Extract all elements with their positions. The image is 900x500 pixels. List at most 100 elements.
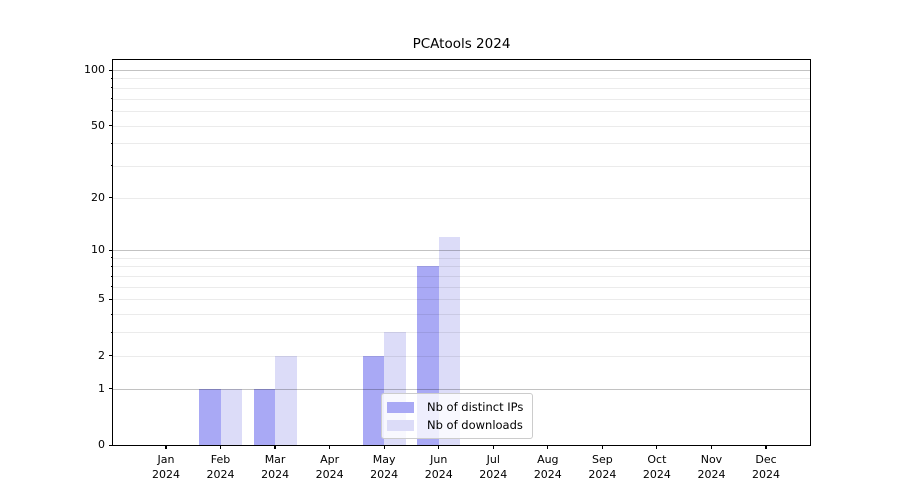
gridline-2	[113, 355, 810, 357]
x-tick-mark-sep	[601, 445, 603, 449]
gridline-20	[113, 197, 810, 199]
y-tick-mark-100	[109, 69, 113, 71]
legend-item-downloads: Nb of downloads	[387, 416, 523, 434]
gridline-70	[113, 98, 810, 100]
x-tick-label-dec: Dec 2024	[735, 452, 797, 482]
bar-downloads-jun	[438, 236, 461, 445]
x-tick-label-may: May 2024	[353, 452, 415, 482]
y-minor-tick-mark-30	[110, 165, 113, 167]
chart-title: PCAtools 2024	[412, 36, 511, 52]
y-tick-mark-5	[109, 298, 113, 301]
x-tick-label-jun: Jun 2024	[408, 452, 470, 482]
bar-distinct-ips-may	[362, 355, 385, 445]
y-tick-mark-10	[109, 249, 113, 251]
x-tick-label-jan: Jan 2024	[135, 452, 197, 482]
legend-swatch-downloads	[387, 419, 414, 431]
gridline-4	[113, 314, 810, 316]
gridline-7	[113, 276, 810, 278]
y-tick-mark-2	[109, 355, 113, 357]
gridline-1	[113, 388, 810, 390]
x-tick-mark-may	[383, 445, 385, 449]
gridline-40	[113, 143, 810, 145]
x-tick-month: Oct	[647, 453, 667, 466]
y-tick-label-1: 1	[98, 381, 105, 395]
y-tick-mark-1	[109, 388, 113, 390]
legend-label-downloads: Nb of downloads	[427, 418, 523, 432]
bar-downloads-feb	[220, 388, 243, 445]
x-tick-mark-nov	[710, 445, 713, 449]
x-tick-label-oct: Oct 2024	[626, 452, 688, 482]
x-tick-mark-aug	[547, 445, 549, 449]
x-tick-month: Mar	[264, 453, 286, 466]
x-tick-mark-oct	[656, 445, 658, 449]
x-tick-month: Nov	[700, 453, 723, 466]
gridline-10	[113, 250, 810, 252]
plot-area: Nb of distinct IPs Nb of downloads	[112, 59, 811, 446]
y-minor-tick-mark-80	[110, 87, 113, 89]
legend-item-distinct-ips: Nb of distinct IPs	[387, 398, 523, 416]
x-tick-mark-mar	[274, 445, 276, 449]
gridline-8	[113, 266, 810, 268]
x-tick-month: Apr	[320, 453, 340, 466]
x-tick-label-nov: Nov 2024	[680, 452, 742, 482]
x-tick-mark-jun	[438, 445, 440, 449]
legend-label-distinct-ips: Nb of distinct IPs	[427, 400, 524, 414]
bar-distinct-ips-mar	[253, 388, 276, 445]
gridline-90	[113, 78, 810, 80]
x-tick-mark-feb	[219, 445, 222, 449]
x-tick-label-aug: Aug 2024	[517, 452, 579, 482]
x-tick-year: 2024	[533, 468, 562, 481]
x-tick-year: 2024	[315, 468, 344, 481]
y-minor-tick-mark-8	[110, 265, 113, 267]
x-tick-year: 2024	[752, 468, 780, 481]
x-tick-year: 2024	[261, 468, 290, 481]
y-tick-label-20: 20	[91, 190, 105, 204]
y-tick-label-50: 50	[91, 118, 105, 132]
gridline-80	[113, 87, 810, 89]
legend: Nb of distinct IPs Nb of downloads	[381, 393, 534, 439]
x-tick-year: 2024	[588, 468, 617, 481]
gridline-60	[113, 110, 810, 112]
gridline-3	[113, 332, 810, 334]
x-tick-month: Sep	[591, 453, 613, 466]
x-tick-month: Jan	[157, 453, 175, 466]
y-tick-mark-50	[109, 125, 113, 127]
y-tick-label-5: 5	[98, 292, 105, 306]
y-tick-label-2: 2	[98, 348, 105, 362]
y-tick-label-0: 0	[98, 438, 105, 451]
y-minor-tick-mark-4	[110, 313, 113, 315]
y-minor-tick-mark-3	[110, 331, 113, 333]
x-tick-label-sep: Sep 2024	[571, 452, 633, 482]
x-tick-year: 2024	[479, 468, 508, 481]
x-tick-label-feb: Feb 2024	[190, 452, 252, 482]
y-minor-tick-mark-7	[110, 275, 113, 277]
x-tick-mark-apr	[329, 445, 331, 449]
x-tick-label-jul: Jul 2024	[462, 452, 524, 482]
gridline-100	[113, 70, 810, 71]
x-tick-month: May	[372, 453, 396, 466]
y-minor-tick-mark-9	[110, 257, 113, 259]
x-tick-year: 2024	[697, 468, 726, 481]
gridline-5	[113, 299, 810, 301]
legend-swatch-distinct-ips	[387, 401, 414, 413]
x-tick-month: Feb	[210, 453, 231, 466]
gridline-6	[113, 286, 810, 288]
y-minor-tick-mark-70	[110, 98, 113, 100]
x-tick-label-mar: Mar 2024	[244, 452, 306, 482]
y-minor-tick-mark-40	[110, 142, 113, 144]
gridline-30	[113, 165, 810, 167]
bar-distinct-ips-feb	[199, 388, 221, 445]
x-tick-year: 2024	[152, 468, 180, 481]
x-tick-year: 2024	[370, 468, 399, 481]
gridline-50	[113, 125, 810, 127]
x-tick-year: 2024	[424, 468, 453, 481]
x-tick-year: 2024	[642, 468, 671, 481]
y-tick-label-10: 10	[91, 243, 105, 257]
y-minor-tick-mark-60	[110, 110, 113, 112]
x-tick-month: Jul	[486, 453, 500, 466]
y-tick-mark-20	[109, 197, 113, 199]
x-tick-month: Jun	[430, 453, 448, 466]
y-tick-label-100: 100	[84, 63, 105, 76]
x-tick-year: 2024	[206, 468, 235, 481]
x-tick-label-apr: Apr 2024	[299, 452, 361, 482]
